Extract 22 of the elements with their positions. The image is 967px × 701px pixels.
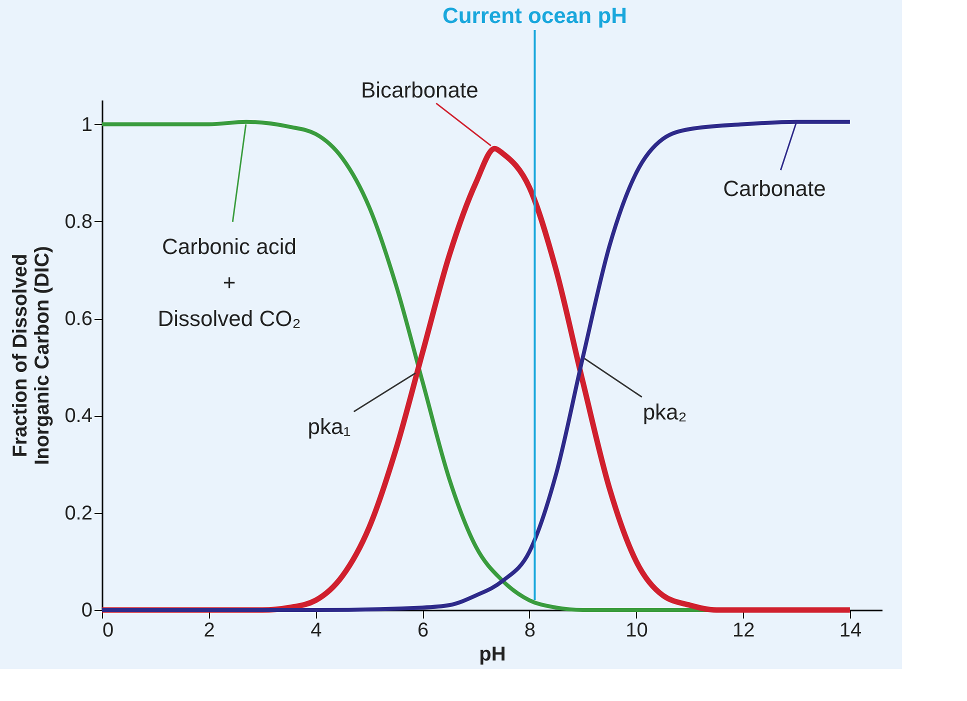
y-tick-label: 0.2 bbox=[64, 502, 92, 524]
annotation: Bicarbonate bbox=[360, 78, 478, 103]
x-tick-label: 2 bbox=[204, 620, 215, 642]
annotation: Carbonic acid + Dissolved CO₂ bbox=[158, 234, 301, 331]
x-tick-label: 8 bbox=[524, 620, 536, 642]
y-tick-label: 0.6 bbox=[64, 308, 92, 330]
x-axis-title: pH bbox=[479, 644, 506, 666]
y-axis-title: Fraction of Dissolved Inorganic Carbon (DIC) bbox=[10, 246, 54, 465]
x-tick-label: 6 bbox=[417, 620, 429, 642]
x-tick-label: 10 bbox=[626, 620, 648, 642]
y-tick-label: 0.4 bbox=[64, 405, 92, 428]
x-tick-label: 12 bbox=[732, 620, 755, 642]
y-tick-label: 0 bbox=[81, 600, 92, 622]
annotation: Carbonate bbox=[723, 176, 826, 201]
annotation: pka₂ bbox=[642, 399, 687, 424]
y-tick-label: 0.8 bbox=[64, 210, 92, 233]
x-tick-label: 14 bbox=[839, 620, 862, 642]
x-tick-label: 0 bbox=[102, 620, 114, 642]
y-tick-label: 1 bbox=[81, 114, 92, 136]
x-tick-label: 4 bbox=[310, 620, 322, 642]
ref-line-label: Current ocean pH bbox=[442, 3, 628, 28]
annotation: pka₁ bbox=[308, 414, 351, 439]
